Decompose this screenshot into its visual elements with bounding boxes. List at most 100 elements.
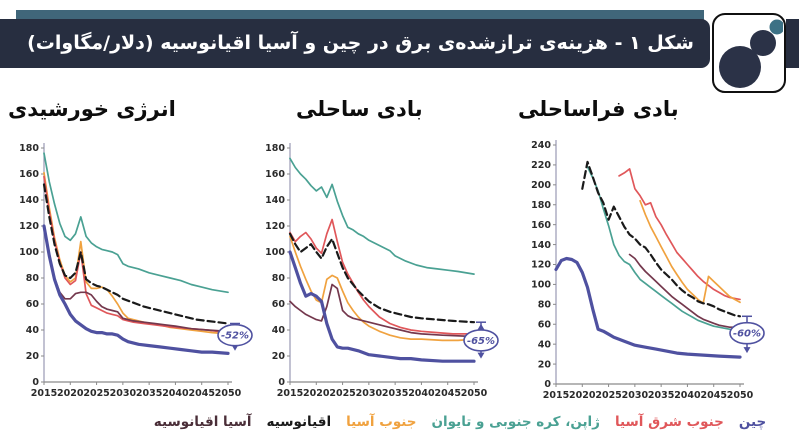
three-circles-logo-icon bbox=[719, 19, 785, 88]
series-line-orange bbox=[43, 171, 229, 335]
legend-item-oceania: اقیانوسیه bbox=[266, 414, 332, 430]
legend-item-china: چین bbox=[738, 414, 767, 430]
series-line-teal bbox=[586, 166, 741, 333]
svg-text:2030: 2030 bbox=[110, 388, 137, 399]
series-line-black bbox=[581, 160, 742, 318]
svg-text:2045: 2045 bbox=[700, 390, 726, 401]
svg-text:60: 60 bbox=[538, 319, 552, 330]
svg-text:2045: 2045 bbox=[188, 388, 214, 399]
figure-title-bar: شکل ۱ - هزینه‌ی ترازشده‌ی برق در چین و آ… bbox=[0, 19, 710, 68]
svg-text:200: 200 bbox=[531, 180, 551, 191]
series-line-orange bbox=[289, 235, 475, 342]
svg-text:2050: 2050 bbox=[215, 388, 242, 399]
svg-text:120: 120 bbox=[531, 260, 551, 271]
svg-text:160: 160 bbox=[265, 169, 285, 180]
series-line-indigo bbox=[42, 224, 230, 355]
percent-drop-oval bbox=[463, 329, 499, 352]
percent-drop-label: -52% bbox=[221, 331, 249, 342]
svg-text:80: 80 bbox=[538, 300, 552, 311]
svg-text:120: 120 bbox=[265, 221, 285, 232]
svg-text:2050: 2050 bbox=[461, 388, 488, 399]
svg-text:140: 140 bbox=[19, 195, 39, 206]
percent-drop-oval bbox=[217, 323, 253, 347]
legend-item-japan-korea-taiwan: ژاپن، کره جنوبی و تایوان bbox=[431, 414, 600, 430]
chart-title-offshore-wind: بادی فراساحلی bbox=[518, 97, 679, 121]
svg-text:2025: 2025 bbox=[595, 390, 621, 401]
svg-text:2020: 2020 bbox=[569, 390, 596, 401]
svg-text:2030: 2030 bbox=[356, 388, 383, 399]
svg-text:2020: 2020 bbox=[303, 388, 330, 399]
svg-text:2015: 2015 bbox=[543, 390, 569, 401]
svg-text:2025: 2025 bbox=[83, 388, 109, 399]
series-line-red bbox=[618, 168, 741, 301]
series-line-maroon bbox=[289, 283, 475, 338]
svg-text:2020: 2020 bbox=[57, 388, 84, 399]
chart-title-solar: انرژی خورشیدی bbox=[8, 97, 176, 121]
title-bar-right-fragment bbox=[786, 19, 799, 68]
svg-text:20: 20 bbox=[272, 351, 286, 362]
svg-text:180: 180 bbox=[19, 143, 39, 154]
svg-text:60: 60 bbox=[26, 299, 40, 310]
svg-text:20: 20 bbox=[26, 351, 40, 362]
series-line-black bbox=[288, 232, 476, 324]
legend-item-south-asia: جنوب آسیا bbox=[346, 414, 417, 430]
series-line-teal bbox=[43, 152, 229, 294]
svg-text:40: 40 bbox=[272, 325, 286, 336]
svg-text:140: 140 bbox=[531, 240, 551, 251]
svg-text:0: 0 bbox=[32, 377, 39, 388]
svg-text:40: 40 bbox=[26, 325, 40, 336]
svg-text:2035: 2035 bbox=[382, 388, 408, 399]
svg-text:0: 0 bbox=[544, 379, 551, 390]
svg-text:240: 240 bbox=[531, 140, 551, 151]
svg-text:2035: 2035 bbox=[136, 388, 162, 399]
series-line-red bbox=[289, 218, 475, 335]
series-line-orange bbox=[639, 199, 741, 305]
figure-title: شکل ۱ - هزینه‌ی ترازشده‌ی برق در چین و آ… bbox=[27, 32, 694, 54]
header-accent-strip bbox=[16, 10, 704, 21]
svg-text:180: 180 bbox=[265, 143, 285, 154]
svg-text:2040: 2040 bbox=[674, 390, 701, 401]
svg-text:180: 180 bbox=[531, 200, 551, 211]
svg-text:80: 80 bbox=[26, 273, 40, 284]
svg-text:160: 160 bbox=[531, 220, 551, 231]
percent-drop-label: -65% bbox=[467, 336, 495, 347]
svg-text:100: 100 bbox=[19, 247, 39, 258]
svg-text:160: 160 bbox=[19, 169, 39, 180]
svg-text:2035: 2035 bbox=[648, 390, 674, 401]
chart-title-onshore-wind: بادی ساحلی bbox=[296, 97, 423, 121]
series-line-red bbox=[43, 175, 229, 334]
svg-text:220: 220 bbox=[531, 160, 551, 171]
svg-text:2025: 2025 bbox=[329, 388, 355, 399]
series-line-teal bbox=[289, 157, 475, 275]
svg-text:140: 140 bbox=[265, 195, 285, 206]
series-line-black bbox=[42, 183, 230, 325]
legend-item-southeast-asia: جنوب شرق آسیا bbox=[614, 414, 724, 430]
svg-text:2040: 2040 bbox=[408, 388, 435, 399]
svg-text:2015: 2015 bbox=[31, 388, 57, 399]
svg-text:60: 60 bbox=[272, 299, 286, 310]
svg-text:120: 120 bbox=[19, 221, 39, 232]
svg-text:40: 40 bbox=[538, 339, 552, 350]
svg-text:2015: 2015 bbox=[277, 388, 303, 399]
chart-legend: چین جنوب شرق آسیا ژاپن، کره جنوبی و تایو… bbox=[150, 409, 770, 435]
svg-text:100: 100 bbox=[531, 280, 551, 291]
svg-text:2045: 2045 bbox=[434, 388, 460, 399]
series-line-indigo bbox=[288, 250, 476, 363]
svg-text:80: 80 bbox=[272, 273, 286, 284]
series-line-maroon bbox=[43, 226, 229, 333]
svg-text:2030: 2030 bbox=[622, 390, 649, 401]
percent-drop-label: -60% bbox=[733, 329, 761, 340]
series-line-indigo bbox=[554, 256, 742, 359]
brand-logo bbox=[712, 13, 786, 93]
svg-text:2050: 2050 bbox=[727, 390, 754, 401]
svg-text:20: 20 bbox=[538, 359, 552, 370]
series-line-maroon bbox=[628, 253, 741, 329]
svg-text:0: 0 bbox=[278, 377, 285, 388]
svg-text:100: 100 bbox=[265, 247, 285, 258]
percent-drop-oval bbox=[729, 321, 765, 345]
legend-item-asia-oceania: آسیا اقیانوسیه bbox=[153, 414, 252, 430]
svg-text:2040: 2040 bbox=[162, 388, 189, 399]
